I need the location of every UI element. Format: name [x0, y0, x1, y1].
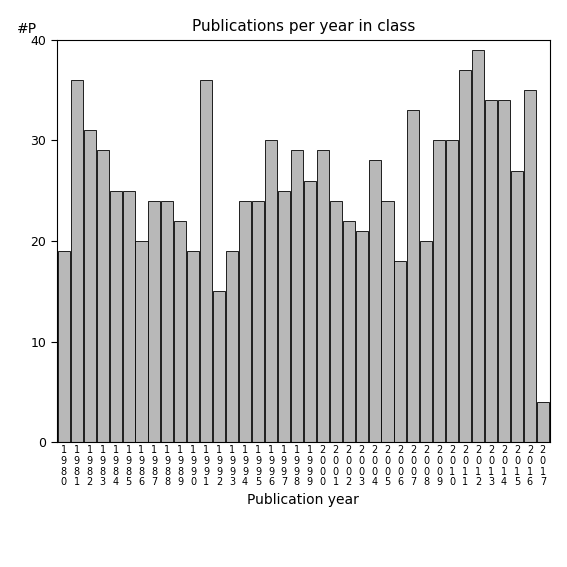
Bar [58, 251, 70, 442]
Bar [382, 201, 393, 442]
Bar [200, 80, 212, 442]
Bar [537, 402, 549, 442]
Bar [149, 201, 160, 442]
Bar [109, 191, 122, 442]
Bar [356, 231, 367, 442]
Bar [395, 261, 407, 442]
Bar [187, 251, 200, 442]
Bar [511, 171, 523, 442]
Bar [485, 100, 497, 442]
Bar [369, 160, 380, 442]
Bar [459, 70, 471, 442]
Bar [71, 80, 83, 442]
Bar [239, 201, 251, 442]
Bar [317, 150, 329, 442]
Bar [304, 180, 316, 442]
Bar [472, 50, 484, 442]
Text: #P: #P [17, 22, 37, 36]
Bar [226, 251, 238, 442]
Bar [420, 241, 433, 442]
Bar [291, 150, 303, 442]
Bar [524, 90, 536, 442]
Bar [122, 191, 134, 442]
Bar [162, 201, 174, 442]
Bar [407, 110, 420, 442]
Bar [342, 221, 355, 442]
Bar [433, 141, 445, 442]
Bar [329, 201, 342, 442]
Bar [278, 191, 290, 442]
Bar [96, 150, 109, 442]
Bar [136, 241, 147, 442]
Bar [252, 201, 264, 442]
X-axis label: Publication year: Publication year [247, 493, 359, 507]
Bar [174, 221, 187, 442]
Bar [84, 130, 96, 442]
Bar [265, 141, 277, 442]
Bar [498, 100, 510, 442]
Bar [213, 291, 225, 442]
Title: Publications per year in class: Publications per year in class [192, 19, 415, 35]
Bar [446, 141, 458, 442]
